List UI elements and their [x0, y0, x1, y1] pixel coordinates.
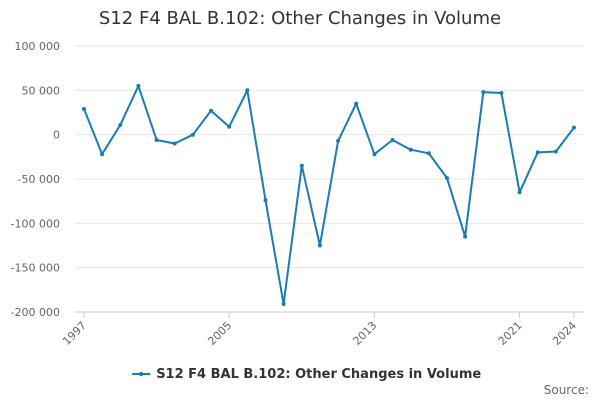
- y-tick-label: 50 000: [22, 84, 61, 97]
- data-point: [517, 190, 522, 195]
- data-point: [100, 152, 105, 157]
- y-tick-label: 100 000: [15, 40, 61, 53]
- data-point: [481, 90, 486, 95]
- data-point: [82, 107, 86, 111]
- data-point: [245, 88, 250, 93]
- y-tick-label: -200 000: [11, 306, 60, 319]
- legend-marker-icon: [139, 371, 144, 377]
- data-point: [154, 138, 159, 142]
- data-point: [372, 152, 377, 157]
- data-point: [463, 234, 468, 239]
- y-tick-label: 0: [53, 129, 60, 142]
- data-point: [408, 147, 413, 152]
- data-point: [190, 132, 195, 137]
- data-point: [499, 91, 504, 95]
- data-point: [227, 124, 232, 129]
- data-point: [317, 243, 322, 248]
- data-point: [354, 101, 359, 106]
- data-point: [209, 108, 213, 113]
- y-tick-label: -50 000: [18, 173, 60, 186]
- data-point: [281, 302, 286, 306]
- data-point: [263, 198, 268, 203]
- data-point: [426, 151, 431, 156]
- y-tick-label: -100 000: [11, 217, 60, 230]
- x-tick-label: 2021: [496, 319, 525, 348]
- series-line: [83, 84, 575, 305]
- data-point: [118, 122, 123, 127]
- y-tick-label: -150 000: [11, 262, 60, 275]
- source-label: Source:: [543, 383, 589, 397]
- data-point: [553, 149, 558, 154]
- chart-title: S12 F4 BAL B.102: Other Changes in Volum…: [98, 8, 502, 29]
- data-point: [445, 176, 449, 181]
- data-point: [299, 163, 304, 168]
- legend-label: S12 F4 BAL B.102: Other Changes in Volum…: [156, 367, 481, 382]
- x-tick-label: 2005: [205, 319, 234, 348]
- data-point: [336, 138, 341, 143]
- x-tick-label: 2013: [351, 319, 380, 348]
- data-point: [535, 150, 540, 155]
- data-point: [390, 138, 395, 142]
- x-tick-label: 1997: [60, 319, 89, 348]
- data-point: [136, 83, 141, 88]
- x-tick-label: 2024: [550, 319, 579, 348]
- data-point: [172, 141, 177, 146]
- data-point: [572, 125, 576, 130]
